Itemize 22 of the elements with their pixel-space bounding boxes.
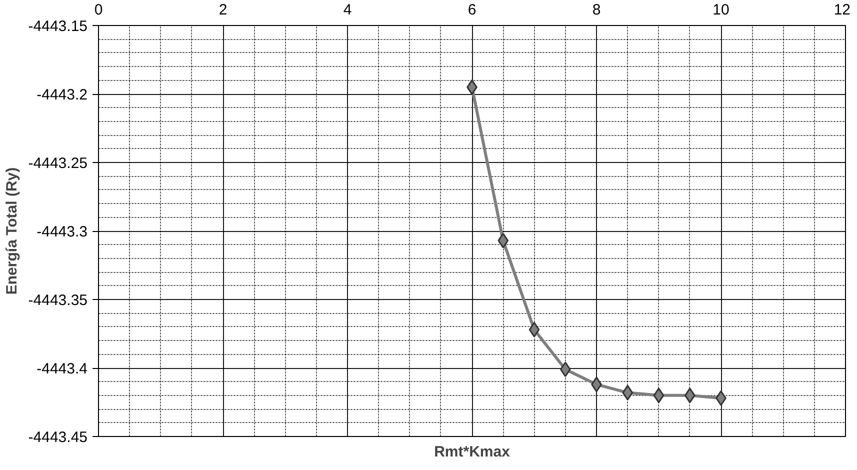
x-tick-label: 8 [592,2,601,18]
y-tick-label: -4443.4 [36,360,88,378]
x-axis-title: Rmt*Kmax [434,444,511,460]
y-tick-label: -4443.35 [28,292,88,309]
point [684,388,696,404]
point [622,384,634,400]
x-tick-label: 2 [218,2,228,18]
y-tick-label: -4443.15 [28,18,88,35]
point [498,232,509,248]
x-tick-label: 10 [712,2,730,18]
y-axis-title: Energía Total (Ry) [3,167,20,295]
x-tick-label: 4 [343,2,352,18]
x-tick-label: 12 [834,2,851,18]
point [653,388,664,404]
point [528,322,540,338]
x-tick-label: 0 [94,2,103,18]
point [560,362,571,378]
y-tick-label: -4443.3 [36,224,88,240]
y-tick-label: -4443.2 [36,86,88,104]
x-tick-label: 6 [468,2,476,18]
y-tick-label: -4443.25 [28,155,88,172]
y-tick-label: -4443.45 [28,429,88,446]
